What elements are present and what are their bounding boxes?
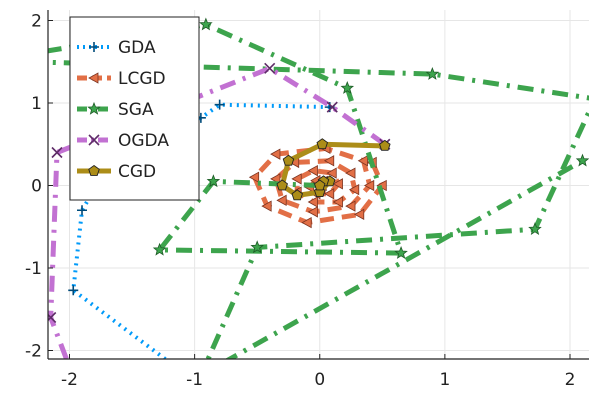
data-point	[276, 194, 287, 207]
x-tick-labels: -2 -1 0 1 2	[61, 370, 575, 390]
data-point	[323, 188, 335, 200]
legend-item-ogda: OGDA	[77, 131, 169, 151]
data-point	[323, 155, 335, 167]
data-point	[77, 205, 88, 216]
legend-marker	[88, 134, 100, 146]
x-tick-label: 0	[314, 370, 325, 390]
data-point	[301, 216, 312, 229]
data-point	[276, 179, 288, 191]
data-point	[250, 240, 264, 254]
y-tick-label: 1	[31, 94, 42, 114]
x-tick-label: 1	[439, 370, 450, 390]
data-point	[152, 242, 167, 256]
data-point	[326, 167, 337, 179]
data-point	[291, 173, 302, 185]
x-tick-label: -1	[186, 370, 203, 390]
data-point	[51, 146, 63, 159]
data-point	[248, 171, 260, 183]
legend-item-gda: GDA	[77, 38, 156, 58]
data-point	[528, 222, 542, 235]
data-point	[326, 101, 338, 113]
y-tick-labels: -2 -1 0 1 2	[25, 12, 42, 362]
legend: GDA LCGD SGA OGDA CGD	[69, 16, 200, 201]
data-point	[316, 138, 329, 150]
legend-label: CGD	[118, 162, 156, 182]
series-cgd	[276, 138, 391, 201]
data-point	[48, 311, 57, 324]
data-point	[345, 167, 356, 179]
data-point	[261, 200, 272, 212]
data-point	[357, 155, 368, 167]
data-point	[26, 56, 37, 67]
legend-marker	[89, 42, 99, 52]
y-tick-label: -1	[25, 259, 42, 279]
legend-label: GDA	[118, 38, 156, 58]
legend-label: OGDA	[118, 131, 169, 151]
data-point	[264, 62, 276, 74]
data-point	[353, 208, 365, 221]
data-point	[340, 81, 355, 94]
y-tick-label: -2	[25, 342, 42, 362]
data-point	[588, 96, 589, 98]
data-point	[332, 178, 343, 190]
x-tick-label: -2	[61, 370, 78, 390]
data-point	[394, 246, 408, 259]
data-point	[68, 285, 79, 296]
data-point	[307, 164, 318, 177]
y-tick-label: 0	[31, 177, 42, 197]
legend-item-sga: SGA	[77, 100, 154, 120]
data-point	[425, 67, 440, 80]
data-point	[307, 206, 318, 218]
y-tick-label: 2	[31, 12, 42, 32]
data-point	[345, 200, 356, 212]
data-point	[575, 153, 589, 167]
data-point	[282, 154, 295, 166]
legend-item-lcgd: LCGD	[77, 69, 166, 89]
legend-marker	[87, 101, 101, 115]
x-tick-label: 2	[565, 370, 576, 390]
data-point	[363, 179, 375, 192]
legend-marker	[88, 72, 99, 84]
data-point	[270, 148, 281, 160]
axes	[47, 10, 589, 360]
data-point	[291, 189, 303, 201]
legend-item-cgd: CGD	[77, 162, 156, 182]
data-point	[206, 174, 221, 188]
legend-label: LCGD	[118, 69, 166, 89]
data-point	[199, 17, 213, 31]
data-point	[313, 179, 326, 191]
data-point	[214, 99, 225, 110]
data-point	[26, 48, 37, 59]
legend-marker	[88, 164, 100, 176]
data-point	[307, 196, 318, 208]
data-point	[171, 362, 181, 372]
legend-label: SGA	[118, 100, 154, 120]
data-point	[332, 196, 343, 208]
data-point	[348, 183, 360, 196]
data-point	[379, 139, 391, 151]
